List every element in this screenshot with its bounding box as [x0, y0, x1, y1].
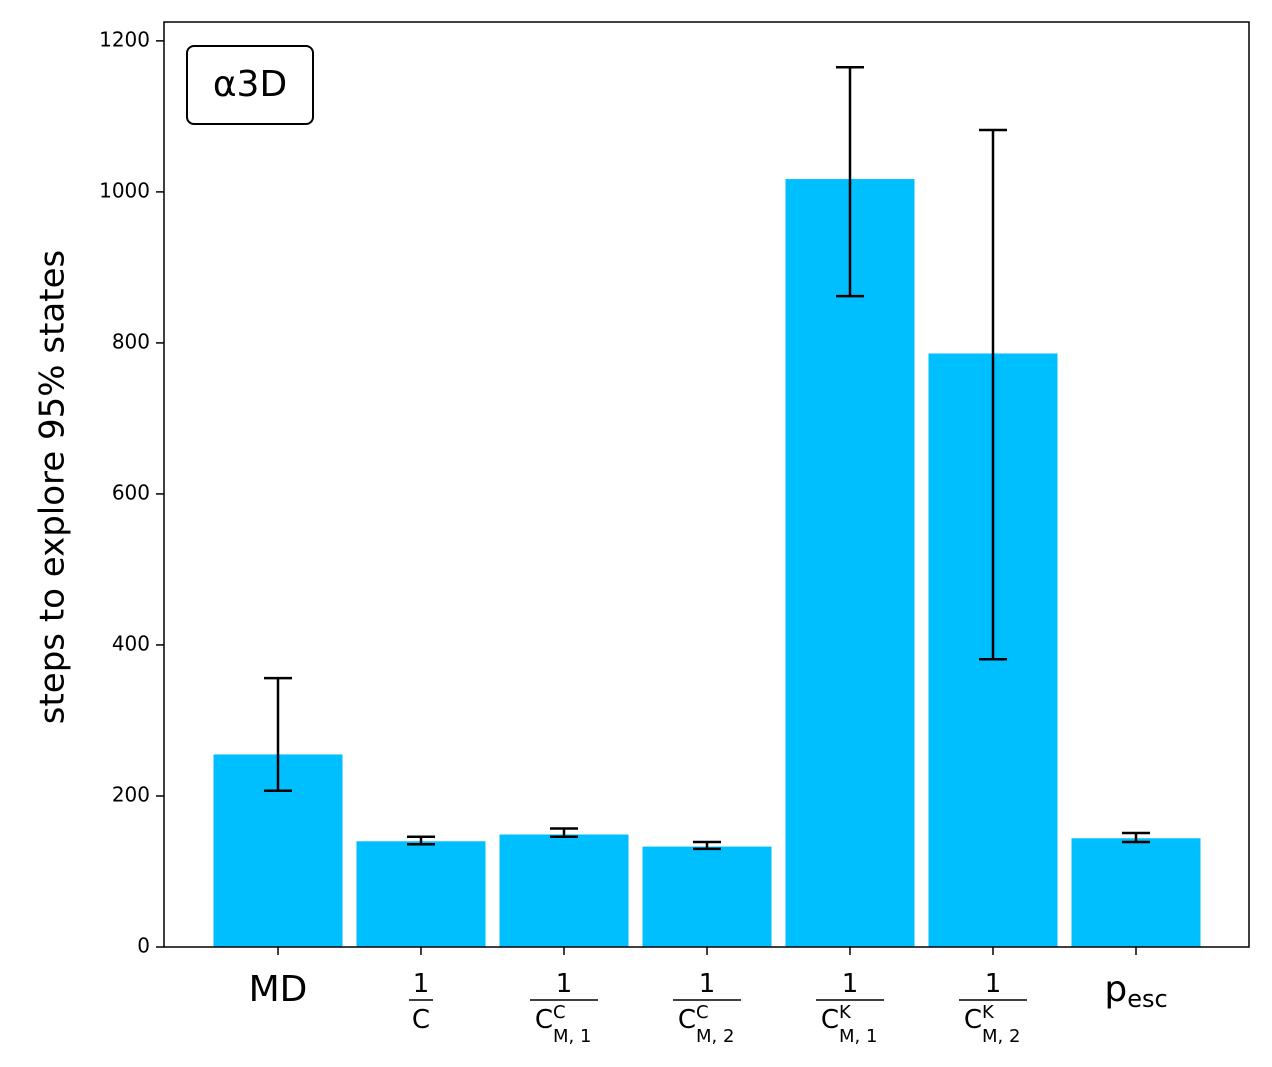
fraction-subscript: M, 1 [839, 1026, 877, 1047]
fraction-denominator: C [678, 1005, 696, 1035]
panel-badge: α3D [186, 45, 314, 125]
x-tick-label-text: MD [249, 969, 308, 1010]
bar [642, 846, 772, 947]
y-axis-label: steps to explore 95% states [33, 250, 73, 724]
bars-group [213, 179, 1201, 947]
fraction-numerator: 1 [842, 969, 859, 999]
y-tick-label: 600 [112, 480, 150, 504]
x-tick-label: 1C K M, 2 [959, 969, 1027, 1047]
y-tick-label: 200 [112, 782, 150, 806]
fraction-denominator: C [412, 1005, 430, 1035]
fraction-numerator: 1 [556, 969, 573, 999]
fraction-subscript: M, 1 [553, 1026, 591, 1047]
x-tick-label: 1C K M, 1 [816, 969, 884, 1047]
panel-badge-label: α3D [213, 64, 287, 105]
y-tick-label: 800 [112, 329, 150, 353]
fraction-subscript: M, 2 [982, 1026, 1020, 1047]
x-tick-label: pesc [1104, 969, 1167, 1013]
error-bars-group [264, 66, 1150, 851]
fraction-superscript: C [553, 1002, 566, 1023]
x-tick-label-text: pesc [1104, 969, 1167, 1013]
x-tick-label: 1C CM, 2 [673, 969, 741, 1047]
x-tick-label: MD [249, 969, 308, 1010]
fraction-numerator: 1 [985, 969, 1002, 999]
bar [499, 834, 629, 947]
y-axis: 0 200 400 600 800 1000 1200 [99, 27, 164, 958]
fraction-superscript: K [982, 1002, 995, 1023]
bar [356, 841, 486, 947]
fraction-numerator: 1 [413, 969, 430, 999]
fraction-denominator: C [821, 1005, 839, 1035]
fraction-numerator: 1 [699, 969, 716, 999]
y-tick-label: 0 [137, 934, 150, 958]
x-tick-label: 1C CM, 1 [530, 969, 598, 1047]
y-tick-label: 1000 [99, 178, 150, 202]
fraction-superscript: K [839, 1002, 852, 1023]
fraction-denominator: C [964, 1005, 982, 1035]
bar [1071, 838, 1201, 947]
fraction-superscript: C [696, 1002, 709, 1023]
y-tick-label: 1200 [99, 27, 150, 51]
fraction-subscript: M, 2 [696, 1026, 734, 1047]
y-tick-label: 400 [112, 631, 150, 655]
x-tick-label: 1C [409, 969, 433, 1035]
bar [785, 179, 915, 947]
fraction-denominator: C [535, 1005, 553, 1035]
